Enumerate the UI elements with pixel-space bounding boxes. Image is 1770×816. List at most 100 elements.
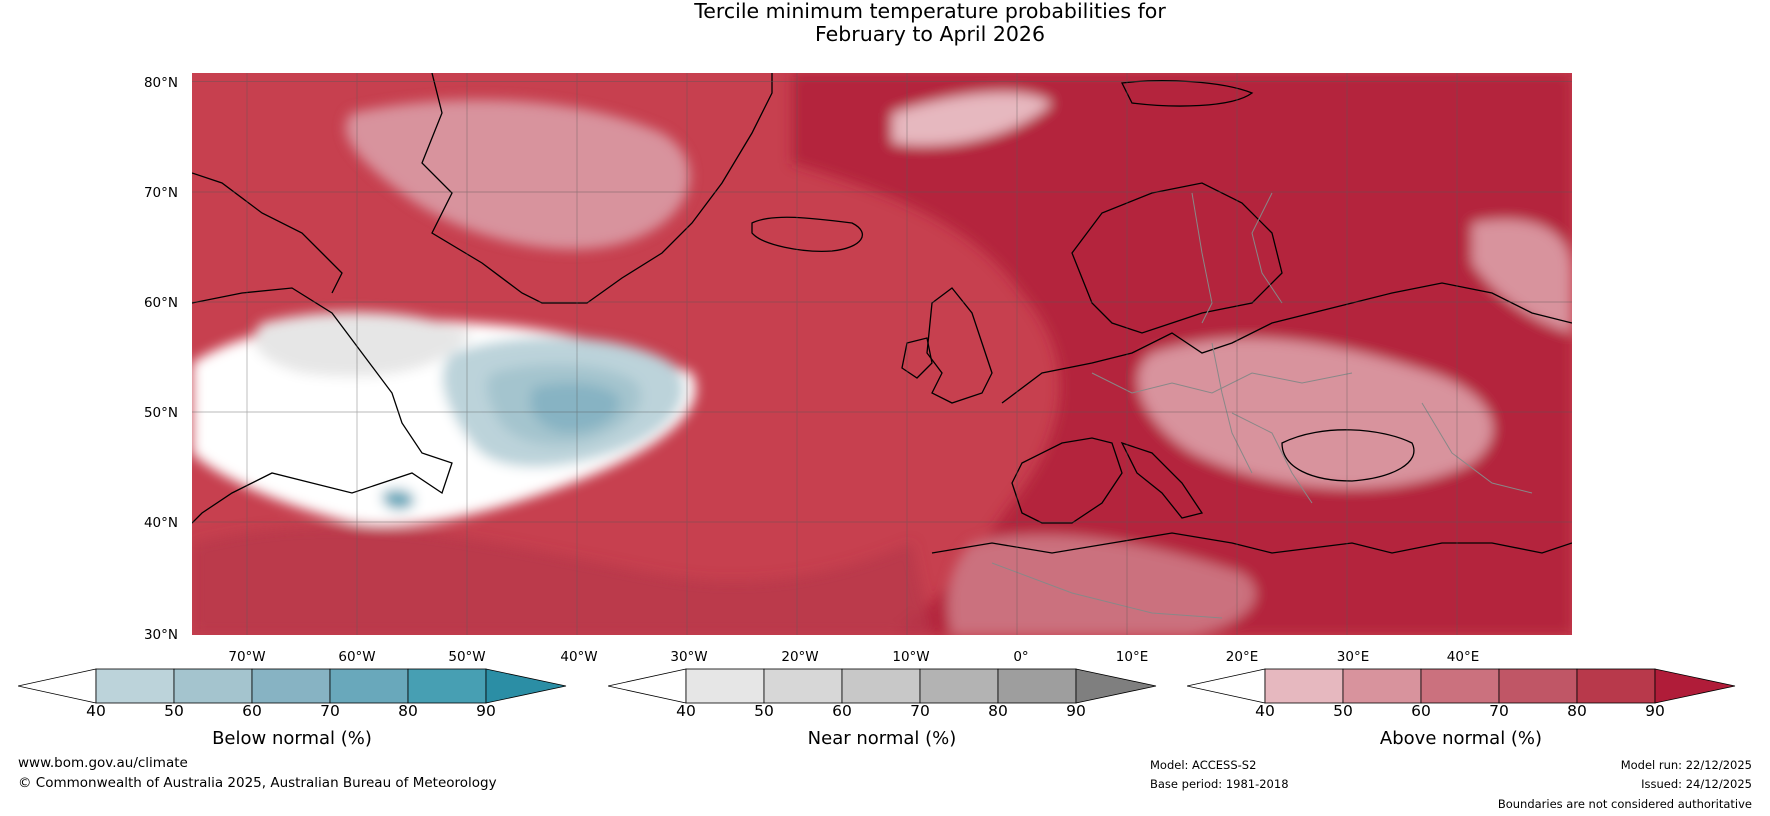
land (192, 73, 1572, 554)
contour-below-70 (530, 382, 621, 433)
map-canvas (192, 73, 1572, 635)
colorbar-above-seg-3 (1420, 668, 1500, 704)
uk-coast (926, 287, 993, 404)
footer-website[interactable]: www.bom.gov.au/climate (18, 755, 188, 771)
colorbar-below-seg-6 (485, 668, 567, 704)
colorbar-near-seg-3 (841, 668, 921, 704)
colorbar-near-label: Near normal (%) (807, 728, 957, 749)
contour-near-normal-grey (254, 312, 472, 377)
colorbar-near-seg-6 (1075, 668, 1157, 704)
colorbar-above-normal (1187, 668, 1736, 704)
footer-model: Model: ACCESS-S2 (1150, 758, 1257, 772)
lon-label-30e: 30°E (1336, 649, 1370, 665)
colorbar-below-tick-80: 80 (398, 702, 418, 720)
border-finland (1251, 192, 1283, 304)
colorbar-near-tick-50: 50 (754, 702, 774, 720)
lat-label-40n: 40°N (143, 515, 178, 531)
colorbar-below-seg-0 (18, 668, 97, 704)
chart-title: Tercile minimum temperature probabilitie… (0, 0, 1770, 46)
footer-issued: Issued: 24/12/2025 (1641, 777, 1752, 791)
probability-map (192, 73, 1572, 635)
colorbar-above-seg-6 (1654, 668, 1736, 704)
baffin-coast (192, 172, 343, 294)
borders (991, 192, 1533, 619)
colorbar-above-seg-2 (1342, 668, 1422, 704)
colorbar-near-seg-5 (997, 668, 1077, 704)
colorbar-near-tick-90: 90 (1066, 702, 1086, 720)
colorbar-above-tick-80: 80 (1567, 702, 1587, 720)
colorbar-below-seg-1 (95, 668, 175, 704)
lat-label-30n: 30°N (143, 627, 178, 643)
lon-label-60w: 60°W (338, 649, 376, 665)
border-scandinavia (1191, 192, 1213, 324)
colorbar-near-seg-4 (919, 668, 999, 704)
europe-coast (1001, 282, 1572, 404)
graticule (192, 73, 1572, 635)
colorbar-near-tick-80: 80 (988, 702, 1008, 720)
colorbar-near-tick-60: 60 (832, 702, 852, 720)
ireland-coast (901, 337, 933, 379)
arctic-islands-coast (1121, 80, 1254, 107)
colorbar-above-label: Above normal (%) (1379, 728, 1543, 749)
colorbar-above-tick-40: 40 (1255, 702, 1275, 720)
footer-copyright: © Commonwealth of Australia 2025, Austra… (18, 775, 497, 791)
colorbar-below-seg-5 (407, 668, 487, 704)
colorbar-below-seg-3 (251, 668, 331, 704)
colorbar-above-tick-90: 90 (1645, 702, 1665, 720)
colorbar-below-tick-40: 40 (86, 702, 106, 720)
lat-label-50n: 50°N (143, 405, 178, 421)
border-caucasus (1421, 402, 1533, 494)
lat-label-70n: 70°N (143, 185, 178, 201)
lon-label-10e: 10°E (1115, 649, 1149, 665)
colorbar-below-tick-50: 50 (164, 702, 184, 720)
border-africa (991, 562, 1223, 619)
contour-above-60-arctic (892, 92, 1052, 146)
colorbar-near-seg-1 (685, 668, 765, 704)
colorbar-below-normal (18, 668, 567, 704)
footer-base-period: Base period: 1981-2018 (1150, 777, 1289, 791)
lon-label-20w: 20°W (781, 649, 819, 665)
contour-above-90-south (192, 526, 932, 635)
colorbar-above-tick-60: 60 (1411, 702, 1431, 720)
mediterranean-coast (931, 532, 1572, 554)
italy-coast (1120, 441, 1204, 519)
colorbar-near-seg-0 (608, 668, 687, 704)
lon-label-10w: 10°W (892, 649, 930, 665)
lat-label-60n: 60°N (143, 295, 178, 311)
contour-above-50-europe (1137, 338, 1493, 489)
colorbar-below-label: Below normal (%) (212, 728, 372, 749)
colorbar-near-tick-70: 70 (910, 702, 930, 720)
lat-label-80n: 80°N (143, 75, 178, 91)
border-eastern-europe (1211, 342, 1253, 474)
norway-coast (1071, 182, 1283, 334)
lon-label-40w: 40°W (560, 649, 598, 665)
iberia-coast (1011, 437, 1123, 524)
lon-label-0: 0° (1013, 649, 1029, 665)
contour-above-50-africa (948, 534, 1256, 635)
colorbar-above-tick-70: 70 (1489, 702, 1509, 720)
labrador-coast (192, 287, 453, 524)
contour-above-50-east (1472, 219, 1572, 333)
title-line-1: Tercile minimum temperature probabilitie… (694, 0, 1166, 23)
lon-label-30w: 30°W (670, 649, 708, 665)
colorbar-above-seg-4 (1498, 668, 1578, 704)
border-balkans (1231, 412, 1313, 504)
contour-fills (192, 73, 1572, 635)
colorbar-near-normal (608, 668, 1157, 704)
lon-label-70w: 70°W (228, 649, 266, 665)
colorbar-above-seg-5 (1576, 668, 1656, 704)
iceland-coast (751, 216, 864, 252)
footer-disclaimer: Boundaries are not considered authoritat… (1497, 797, 1752, 811)
colorbar-above-seg-1 (1264, 668, 1344, 704)
colorbar-below-seg-4 (329, 668, 409, 704)
footer-model-run: Model run: 22/12/2025 (1620, 758, 1752, 772)
colorbar-below-tick-70: 70 (320, 702, 340, 720)
greenland-coast (421, 73, 773, 304)
colorbar-below-seg-2 (173, 668, 253, 704)
colorbar-above-seg-0 (1187, 668, 1266, 704)
colorbar-above-tick-50: 50 (1333, 702, 1353, 720)
colorbar-below-tick-90: 90 (476, 702, 496, 720)
lon-label-40e: 40°E (1446, 649, 1480, 665)
lon-label-50w: 50°W (448, 649, 486, 665)
lon-label-20e: 20°E (1225, 649, 1259, 665)
